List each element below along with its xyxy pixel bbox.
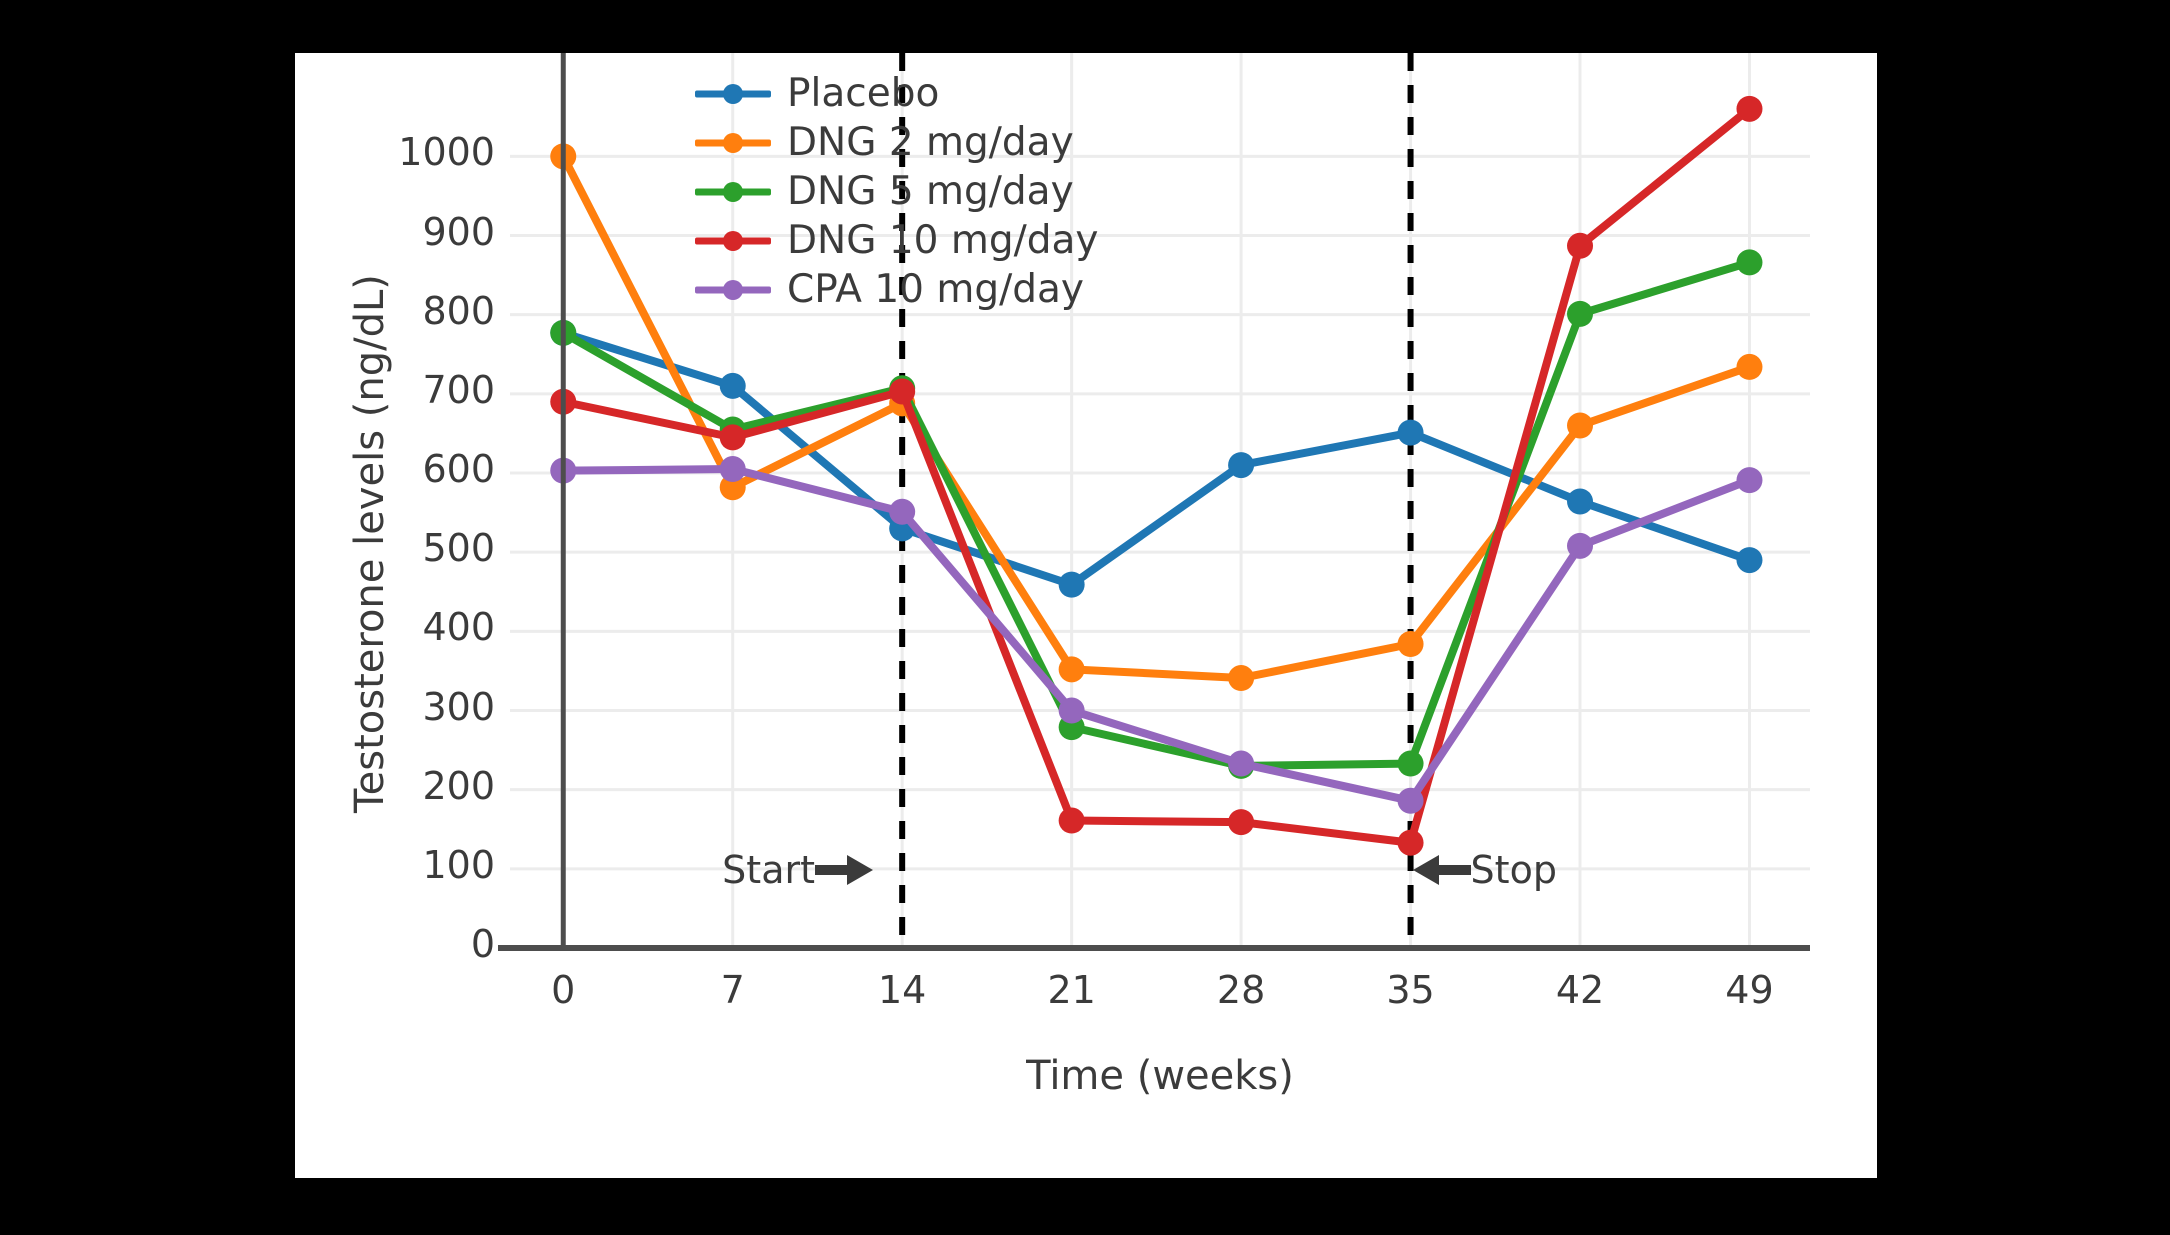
legend-item-dng-10-mg-day[interactable]: DNG 10 mg/day — [695, 218, 1099, 263]
data-point — [719, 372, 746, 399]
legend-marker-dot-icon — [723, 181, 743, 202]
legend-label: Placebo — [787, 71, 940, 116]
y-tick-label: 200 — [422, 763, 495, 808]
data-point — [1567, 532, 1594, 559]
legend-item-cpa-10-mg-day[interactable]: CPA 10 mg/day — [695, 267, 1098, 312]
legend-item-dng-2-mg-day[interactable]: DNG 2 mg/day — [695, 120, 1098, 165]
y-tick-label: 900 — [422, 209, 495, 254]
x-axis-label: Time (weeks) — [1026, 1053, 1294, 1099]
y-tick-label: 600 — [422, 447, 495, 491]
legend-marker-dot-icon — [723, 279, 743, 300]
x-tick-label: 0 — [551, 968, 576, 1012]
data-point — [1736, 547, 1763, 574]
data-point — [1058, 656, 1085, 683]
y-tick-label: 700 — [422, 367, 495, 412]
data-series-layer — [550, 95, 1763, 856]
data-point — [889, 378, 916, 405]
annotation-label: Start — [722, 848, 816, 892]
data-point — [1228, 665, 1255, 692]
data-point — [1058, 571, 1085, 598]
annotation-stop: Stop — [1412, 848, 1557, 892]
legend-swatch-icon — [695, 83, 771, 104]
series-cpa-10-mg-day — [550, 456, 1763, 814]
legend-label: DNG 5 mg/day — [787, 169, 1074, 214]
data-point — [1397, 631, 1424, 657]
legend-item-dng-5-mg-day[interactable]: DNG 5 mg/day — [695, 169, 1098, 214]
data-point — [1567, 300, 1594, 327]
x-tick-label: 14 — [877, 968, 927, 1012]
series-group — [550, 95, 1763, 856]
data-point — [719, 424, 746, 451]
data-point — [719, 456, 746, 483]
axis-spines — [498, 53, 1810, 951]
data-point — [1058, 697, 1085, 724]
legend-marker-dot-icon — [723, 132, 743, 153]
data-point — [1397, 787, 1424, 814]
y-tick-label: 0 — [470, 922, 495, 966]
y-tick-label: 100 — [422, 842, 495, 887]
y-tick-label: 500 — [422, 526, 495, 571]
series-dng-10-mg-day — [550, 95, 1763, 856]
annotation-start: Start — [722, 848, 874, 892]
arrow-shape — [815, 855, 874, 885]
data-point — [1397, 750, 1424, 777]
legend-swatch-icon — [695, 132, 771, 153]
data-point — [1058, 807, 1085, 834]
series-line — [559, 258, 1754, 770]
legend-label: CPA 10 mg/day — [787, 267, 1084, 312]
data-point — [889, 498, 916, 525]
legend-swatch-icon — [695, 181, 771, 202]
data-point — [719, 474, 746, 501]
x-tick-label: 28 — [1216, 968, 1266, 1012]
series-line — [559, 465, 1754, 805]
series-line — [559, 328, 1754, 589]
data-point — [1228, 452, 1255, 479]
x-tick-label: 21 — [1047, 968, 1096, 1012]
x-tick-label: 35 — [1386, 968, 1435, 1012]
chart-figure: Testosterone levels (ng/dL) 0 100 200 300 40… — [295, 53, 1877, 1178]
legend-marker-dot-icon — [723, 230, 743, 251]
data-point — [1567, 488, 1594, 515]
arrow-shape — [1412, 855, 1471, 885]
data-point — [1736, 95, 1763, 122]
data-point — [1397, 829, 1424, 856]
chart-legend: Placebo DNG 2 mg/day DNG 5 mg/day DNG 10 mg… — [695, 71, 1099, 312]
arrow-left-icon — [1412, 855, 1471, 885]
data-point — [1228, 809, 1255, 836]
data-point — [1736, 249, 1763, 276]
data-point — [1567, 232, 1594, 259]
data-point — [1736, 353, 1763, 380]
x-tick-label: 7 — [720, 968, 745, 1012]
legend-item-placebo[interactable]: Placebo — [695, 71, 1098, 116]
legend-label: DNG 2 mg/day — [787, 120, 1074, 165]
legend-marker-dot-icon — [723, 83, 743, 104]
y-tick-label: 300 — [422, 684, 495, 729]
data-point — [1567, 412, 1594, 439]
annotation-label: Stop — [1470, 848, 1557, 892]
legend-swatch-icon — [695, 279, 771, 300]
y-tick-label: 400 — [422, 605, 495, 650]
data-point — [1397, 419, 1424, 446]
x-tick-label: 49 — [1725, 968, 1774, 1012]
legend-label: DNG 10 mg/day — [787, 218, 1099, 263]
y-tick-label: 800 — [422, 288, 495, 333]
y-tick-label: 1000 — [398, 130, 495, 175]
data-point — [1736, 467, 1763, 494]
data-point — [1228, 750, 1255, 777]
legend-swatch-icon — [695, 230, 771, 251]
series-line — [559, 104, 1754, 847]
x-tick-label: 42 — [1555, 968, 1605, 1012]
arrow-right-icon — [815, 855, 874, 885]
